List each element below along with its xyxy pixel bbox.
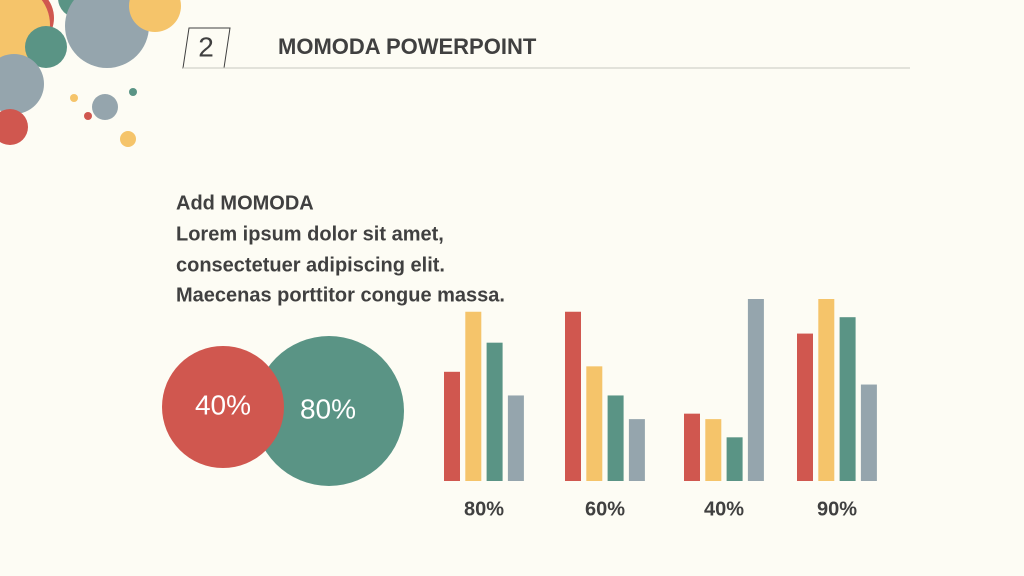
x-tick-label: 40% (704, 498, 744, 520)
bar (705, 419, 722, 481)
bar (747, 299, 764, 481)
bar (839, 317, 856, 481)
stat-circle (162, 346, 284, 468)
slide-title: MOMODA POWERPOINT (278, 34, 537, 59)
bar (486, 342, 503, 481)
bar (586, 366, 603, 481)
x-tick-label: 60% (585, 498, 625, 520)
bar (726, 437, 743, 481)
stat-label: 80% (300, 393, 356, 424)
body-line: consectetuer adipiscing elit. (176, 254, 445, 276)
decor-bubbles (0, 0, 181, 147)
bar (860, 384, 877, 481)
body-line: Maecenas porttitor congue massa. (176, 284, 505, 306)
bar (565, 311, 581, 481)
bar (797, 333, 813, 481)
bar (465, 311, 482, 481)
bar (628, 419, 645, 481)
bar (818, 299, 835, 481)
stat-label: 40% (195, 389, 251, 420)
x-tick-label: 80% (464, 498, 504, 520)
stat-circle (254, 336, 404, 486)
body-line: Lorem ipsum dolor sit amet, (176, 223, 444, 245)
body-line: Add MOMODA (176, 192, 314, 214)
bar (507, 395, 524, 481)
slide-number: 2 (198, 31, 214, 62)
bar (607, 395, 624, 481)
bar (684, 413, 700, 481)
bar (444, 371, 460, 481)
x-tick-label: 90% (817, 498, 857, 520)
